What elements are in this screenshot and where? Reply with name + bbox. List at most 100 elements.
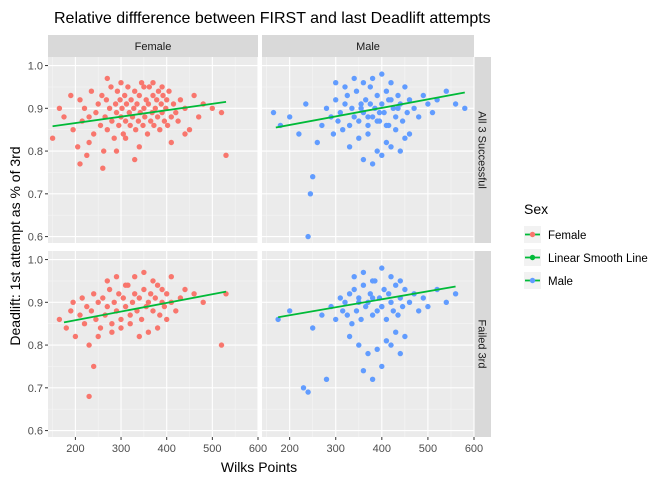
- data-point: [120, 131, 127, 137]
- legend-title: Sex: [524, 201, 548, 217]
- data-point: [91, 131, 97, 137]
- data-point: [106, 286, 113, 293]
- data-point: [360, 156, 367, 163]
- data-point: [367, 291, 373, 297]
- data-point: [346, 333, 353, 340]
- data-point: [133, 127, 139, 133]
- data-point: [103, 97, 110, 103]
- strip-female: [48, 35, 258, 57]
- data-point: [120, 295, 127, 301]
- data-point: [49, 135, 56, 141]
- data-point: [77, 312, 83, 318]
- strip-all-3-successful: [474, 57, 491, 243]
- data-point: [369, 75, 376, 82]
- data-point: [112, 101, 119, 107]
- data-point: [63, 325, 69, 331]
- smooth-line: [63, 290, 227, 324]
- data-point: [365, 114, 371, 120]
- data-point: [374, 148, 380, 154]
- strip-label-female: Female: [135, 41, 172, 53]
- data-point: [388, 342, 394, 348]
- data-point: [142, 114, 148, 120]
- data-point: [127, 321, 133, 327]
- data-point: [141, 269, 147, 276]
- legend-label: Female: [548, 230, 586, 242]
- data-point: [379, 303, 385, 310]
- data-point: [420, 92, 426, 99]
- data-point: [122, 282, 129, 288]
- data-point: [365, 122, 371, 129]
- data-point: [351, 274, 357, 280]
- data-point: [155, 88, 162, 94]
- series-female: [49, 75, 229, 171]
- panel-female-failed-3rd: 0.6 0.7 0.8 0.9 1.0 200 300 400 500 600: [28, 251, 267, 455]
- data-point: [101, 148, 107, 154]
- data-point: [109, 329, 115, 335]
- data-point: [127, 312, 133, 318]
- data-point: [218, 342, 225, 348]
- data-point: [393, 329, 399, 335]
- data-point: [369, 376, 376, 382]
- strip-label-all-3-successful: All 3 Successful: [476, 111, 488, 189]
- smooth-line: [277, 285, 456, 319]
- data-point: [367, 84, 373, 90]
- data-point: [360, 80, 367, 86]
- data-point: [196, 114, 202, 120]
- strip-failed-3rd: [474, 251, 491, 437]
- data-point: [122, 92, 128, 99]
- data-point: [390, 308, 396, 314]
- data-point: [168, 274, 174, 280]
- data-point: [402, 286, 408, 293]
- data-point: [84, 152, 90, 158]
- legend-point: [529, 254, 536, 261]
- data-point: [388, 274, 394, 280]
- legend-label: Male: [548, 276, 573, 288]
- data-point: [100, 295, 106, 301]
- data-point: [383, 139, 390, 146]
- data-point: [159, 286, 165, 293]
- data-point: [209, 105, 215, 112]
- data-point: [411, 105, 417, 112]
- series-female: [56, 269, 229, 400]
- x-tick-label: 200: [66, 443, 84, 455]
- data-point: [113, 274, 120, 280]
- data-point: [333, 316, 339, 323]
- data-point: [379, 152, 385, 158]
- data-point: [323, 376, 330, 382]
- data-point: [395, 105, 401, 112]
- data-point: [319, 122, 325, 129]
- strip-male: [262, 35, 474, 57]
- data-point: [132, 291, 138, 297]
- data-point: [145, 299, 152, 305]
- data-point: [346, 122, 353, 129]
- data-point: [148, 118, 154, 124]
- data-point: [141, 84, 147, 90]
- data-point: [136, 92, 142, 99]
- data-point: [111, 135, 117, 141]
- legend-item-male: Male: [524, 272, 573, 289]
- data-point: [314, 139, 320, 146]
- data-point: [349, 105, 355, 112]
- data-point: [109, 321, 115, 327]
- data-point: [337, 109, 343, 116]
- data-point: [164, 291, 170, 297]
- data-point: [388, 144, 394, 150]
- data-point: [305, 389, 311, 395]
- data-point: [154, 97, 160, 103]
- data-point: [363, 303, 369, 310]
- data-point: [72, 333, 79, 340]
- data-point: [150, 278, 156, 284]
- data-point: [166, 88, 172, 94]
- data-point: [452, 291, 459, 297]
- data-point: [393, 114, 399, 120]
- x-tick-label: 200: [280, 443, 298, 455]
- data-point: [349, 321, 355, 327]
- data-point: [95, 101, 101, 107]
- data-point: [397, 278, 403, 284]
- data-point: [77, 161, 83, 167]
- data-point: [70, 299, 76, 305]
- data-point: [218, 109, 225, 116]
- legend-label: Linear Smooth Line: [548, 253, 648, 265]
- data-point: [379, 265, 385, 271]
